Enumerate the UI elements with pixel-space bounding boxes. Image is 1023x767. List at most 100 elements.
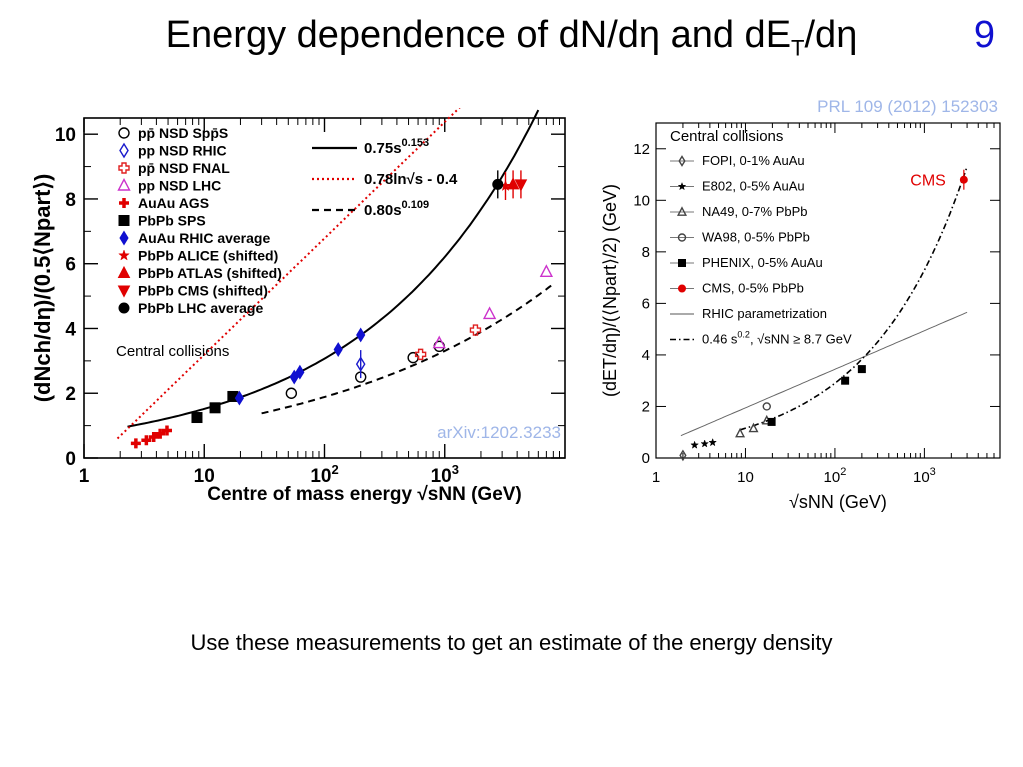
y-axis-label: (dET/dη)/(⟨Npart⟩/2) (GeV): [600, 184, 620, 397]
legend-marker-shape: [118, 162, 130, 174]
legend-label: PbPb ATLAS (shifted): [138, 265, 282, 281]
legend-marker: [119, 142, 129, 159]
y-tick-label: 4: [642, 347, 650, 364]
det-deta-chart: PRL 109 (2012) 152303 0 2 4 6 8 10 12 1 10 102 103 √…: [600, 97, 1001, 512]
legend-label: CMS, 0-5% PbPb: [702, 281, 804, 296]
curve-legend-label: 0.75s0.153: [364, 137, 429, 157]
y-axis-label: (dNch/dη)/(0.5⟨Npart⟩): [30, 174, 55, 403]
x-tick-label: 103: [431, 462, 459, 487]
data-point-shape: [356, 327, 366, 343]
data-point-shape: [539, 264, 554, 278]
data-point-shape: [767, 417, 776, 426]
legend-marker-shape: [118, 127, 130, 139]
legend-marker-shape: [117, 265, 131, 278]
annotation: Central collisions: [670, 128, 783, 145]
legend-label: AuAu AGS: [138, 195, 209, 211]
data-point-shape: [414, 348, 427, 361]
data-point-shape: [234, 390, 244, 406]
data-point: [191, 412, 203, 424]
data-point: [295, 364, 305, 380]
data-point: [767, 417, 776, 426]
data-point-shape: [432, 335, 446, 349]
y-tick-label: 10: [633, 192, 650, 209]
data-point-shape: [161, 425, 172, 436]
data-point-shape: [700, 439, 710, 448]
data-point: [285, 387, 298, 399]
data-point: [356, 327, 366, 343]
legend-label: pp NSD RHIC: [138, 143, 227, 159]
legend-label: RHIC parametrization: [702, 306, 827, 321]
legend-label: E802, 0-5% AuAu: [702, 179, 805, 194]
curve-legend-label: 0.80s0.109: [364, 199, 429, 219]
data-point-shape: [762, 402, 771, 411]
data-point-shape: [289, 369, 299, 385]
data-point: [700, 439, 710, 448]
legend-marker: [118, 127, 130, 139]
data-point: [432, 335, 446, 349]
y-tick-label: 4: [65, 319, 76, 340]
data-point-shape: [735, 427, 746, 438]
plot-frame: [655, 122, 1001, 459]
legend-marker-shape: [117, 177, 131, 191]
legend-marker: [678, 284, 686, 293]
y-tick-label: 6: [65, 255, 76, 276]
data-point: [514, 170, 528, 199]
legend-marker-shape: [119, 142, 129, 159]
legend-label: PbPb CMS (shifted): [138, 283, 268, 299]
data-point-shape: [148, 431, 159, 442]
legend-marker: [677, 233, 687, 242]
y-tick-label: 10: [55, 125, 76, 146]
curve-power-02: [739, 166, 968, 431]
legend-marker: [119, 230, 129, 246]
data-point: [148, 431, 159, 442]
legend-marker-shape: [118, 249, 130, 261]
legend-marker-shape: [677, 181, 687, 191]
curve-power-0109: [261, 283, 554, 415]
legend-marker: [117, 177, 131, 191]
data-point-shape: [679, 449, 687, 462]
data-point: [482, 306, 497, 320]
data-point-shape: [191, 412, 203, 424]
data-point-shape: [130, 438, 141, 449]
data-point-shape: [295, 364, 305, 380]
y-tick-label: 0: [642, 450, 650, 467]
legend-label: 0.46 s0.2, √sNN ≥ 8.7 GeV: [702, 330, 852, 347]
cms-label: CMS: [910, 173, 946, 190]
legend-marker: [678, 155, 686, 167]
curve-rhic: [680, 311, 968, 437]
data-point: [735, 427, 746, 438]
legend-marker-shape: [678, 259, 686, 267]
legend-marker: [677, 181, 687, 191]
slide-caption: Use these measurements to get an estimat…: [190, 630, 833, 655]
legend-marker: [118, 162, 130, 174]
x-tick-label: 1: [652, 469, 660, 486]
legend-label: pp̄ NSD FNAL: [138, 160, 230, 176]
title-main: Energy dependence of dN/dη and dE: [165, 14, 792, 56]
data-point: [130, 438, 141, 449]
legend-marker-shape: [117, 285, 131, 298]
x-tick-label: 1: [79, 466, 90, 487]
curve-power-0153: [127, 109, 540, 428]
data-point: [141, 435, 152, 446]
data-point-shape: [155, 428, 166, 439]
data-point: [708, 437, 718, 447]
legend-label: pp̄ NSD Spp̄S: [138, 125, 228, 141]
data-point: [289, 369, 299, 385]
data-point: [748, 422, 759, 433]
data-point: [679, 449, 687, 462]
x-tick-label: 10: [737, 469, 754, 486]
legend-marker-shape: [676, 206, 688, 216]
data-point: [407, 351, 419, 364]
legend-marker-shape: [678, 155, 686, 167]
data-point: [161, 425, 172, 436]
legend-marker: [118, 249, 130, 261]
data-point-shape: [469, 324, 482, 336]
x-tick-label: 10: [194, 466, 215, 487]
y-tick-label: 2: [642, 398, 650, 415]
data-point: [762, 402, 771, 411]
legend-marker-shape: [118, 215, 130, 226]
slide-title: Energy dependence of dN/dη and dET/dη: [0, 14, 1023, 62]
legend-marker: [678, 259, 686, 267]
data-point-shape: [690, 440, 700, 449]
